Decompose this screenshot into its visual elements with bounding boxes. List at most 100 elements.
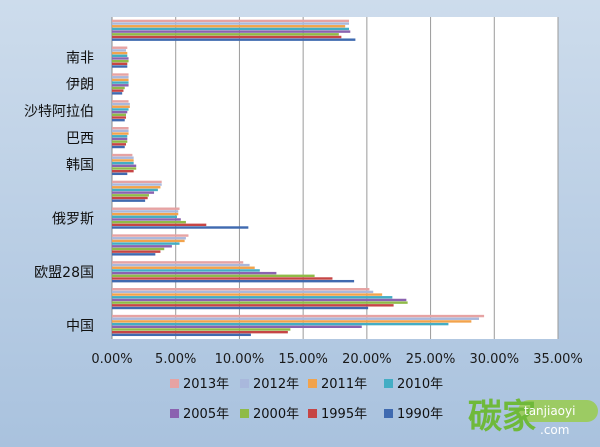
category-label: 沙特阿拉伯 bbox=[24, 104, 94, 120]
bar bbox=[112, 277, 333, 280]
bar bbox=[112, 30, 351, 33]
bar bbox=[112, 322, 449, 326]
bar bbox=[112, 191, 155, 194]
bar bbox=[112, 304, 394, 307]
bar bbox=[112, 156, 134, 159]
bar bbox=[112, 317, 479, 320]
bar bbox=[112, 137, 128, 141]
bar bbox=[112, 145, 125, 149]
bar bbox=[112, 239, 185, 243]
bar bbox=[112, 110, 128, 114]
bar bbox=[112, 207, 180, 210]
bar bbox=[112, 180, 162, 184]
bar bbox=[112, 105, 130, 108]
category-label: 欧盟28国 bbox=[34, 265, 94, 281]
bar bbox=[112, 296, 393, 299]
plot-area bbox=[112, 17, 558, 339]
bar bbox=[112, 220, 186, 224]
bar bbox=[112, 188, 158, 192]
bar bbox=[112, 266, 255, 269]
legend-swatch bbox=[308, 409, 317, 418]
bar bbox=[112, 118, 125, 122]
bars bbox=[112, 19, 485, 337]
bar bbox=[112, 290, 374, 294]
bar bbox=[112, 54, 128, 57]
bar bbox=[112, 333, 251, 337]
x-tick-label: 15.00% bbox=[278, 352, 328, 367]
bar bbox=[112, 76, 129, 79]
bar bbox=[112, 274, 315, 278]
bar bbox=[112, 100, 129, 103]
bar bbox=[112, 89, 124, 92]
category-label: 南非 bbox=[66, 50, 94, 66]
bar bbox=[112, 253, 156, 256]
bar bbox=[112, 62, 128, 66]
bar bbox=[112, 78, 129, 82]
watermark-main-text: 碳家 bbox=[468, 397, 536, 437]
legend: 2013年 2012年 2011年 2010年 2005年 2000年 1995年 1990年 bbox=[170, 377, 443, 422]
bar bbox=[112, 279, 355, 283]
x-tick-labels: 0.00% 5.00% 10.00% 15.00% 20.00% 25.00% 30.00%… bbox=[91, 352, 582, 367]
bar bbox=[112, 223, 207, 227]
bar bbox=[112, 167, 137, 170]
legend-label: 2010年 bbox=[397, 377, 443, 392]
bar bbox=[112, 218, 181, 221]
bar bbox=[112, 49, 127, 52]
bar bbox=[112, 92, 123, 95]
bar bbox=[112, 116, 127, 119]
bar bbox=[112, 245, 172, 248]
x-tick-label: 20.00% bbox=[342, 352, 392, 367]
bar bbox=[112, 314, 485, 318]
bar bbox=[112, 325, 362, 328]
legend-swatch bbox=[240, 379, 249, 388]
bar bbox=[112, 57, 129, 60]
bar bbox=[112, 84, 129, 87]
bar bbox=[112, 38, 356, 41]
bar bbox=[112, 108, 129, 111]
bar bbox=[112, 51, 128, 55]
bar bbox=[112, 22, 350, 25]
legend-swatch bbox=[384, 409, 393, 418]
bar bbox=[112, 234, 189, 237]
bar bbox=[112, 33, 339, 36]
bar bbox=[112, 196, 148, 200]
bar bbox=[112, 172, 128, 176]
bar bbox=[112, 215, 177, 218]
bar bbox=[112, 226, 249, 229]
bar bbox=[112, 135, 128, 138]
bar bbox=[112, 194, 149, 197]
legend-swatch bbox=[240, 409, 249, 418]
bar bbox=[112, 65, 128, 68]
bar bbox=[112, 81, 129, 84]
legend-swatch bbox=[170, 379, 179, 388]
bar bbox=[112, 153, 133, 157]
bar bbox=[112, 127, 129, 130]
legend-swatch bbox=[170, 409, 179, 418]
bar bbox=[112, 288, 370, 291]
bar bbox=[112, 19, 350, 23]
x-tick-label: 5.00% bbox=[155, 352, 196, 367]
bar bbox=[112, 169, 134, 173]
bar bbox=[112, 242, 180, 245]
bar bbox=[112, 59, 129, 63]
bar bbox=[112, 159, 134, 162]
x-tick-label: 35.00% bbox=[533, 352, 583, 367]
bar bbox=[112, 140, 128, 143]
bar bbox=[112, 132, 129, 135]
bar bbox=[112, 143, 127, 146]
bar bbox=[112, 73, 129, 76]
bar bbox=[112, 271, 277, 275]
bar bbox=[112, 210, 179, 213]
bar bbox=[112, 113, 127, 117]
x-tick-label: 0.00% bbox=[91, 352, 132, 367]
bar bbox=[112, 86, 125, 90]
bar bbox=[112, 212, 179, 216]
legend-label: 1990年 bbox=[397, 407, 443, 422]
category-labels: 中国 欧盟28国 俄罗斯 韩国 巴西 沙特阿拉伯 伊朗 南非 bbox=[24, 50, 94, 334]
bar bbox=[112, 27, 350, 31]
watermark-sub-text: tanjiaoyi bbox=[524, 404, 575, 418]
legend-label: 2005年 bbox=[183, 407, 229, 422]
category-label: 巴西 bbox=[66, 131, 94, 147]
bar bbox=[112, 102, 130, 106]
